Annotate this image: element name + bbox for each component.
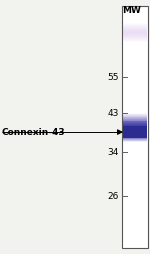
- Text: MW: MW: [122, 6, 141, 14]
- Bar: [123, 116, 147, 117]
- Bar: [123, 118, 147, 119]
- Bar: [123, 132, 147, 133]
- Bar: [123, 27, 147, 28]
- Bar: [123, 36, 147, 37]
- Bar: [123, 123, 147, 124]
- Text: 55: 55: [107, 73, 118, 82]
- Bar: [123, 126, 147, 127]
- Bar: [123, 37, 147, 38]
- Bar: [123, 35, 147, 36]
- Bar: [123, 138, 147, 139]
- Bar: [123, 38, 147, 39]
- Bar: [123, 122, 147, 123]
- Bar: [123, 24, 147, 25]
- Bar: [123, 124, 147, 125]
- Bar: [123, 33, 147, 34]
- Text: 34: 34: [107, 148, 118, 157]
- Text: 26: 26: [107, 192, 118, 201]
- Bar: [123, 135, 147, 136]
- Bar: [123, 115, 147, 116]
- Bar: [123, 39, 147, 40]
- Bar: [123, 121, 147, 122]
- Bar: [123, 140, 147, 141]
- Bar: [123, 120, 147, 121]
- Text: 43: 43: [107, 108, 118, 118]
- Bar: [123, 28, 147, 29]
- Bar: [123, 130, 147, 131]
- Bar: [123, 127, 147, 128]
- Bar: [123, 141, 147, 142]
- Bar: [123, 26, 147, 27]
- Bar: [123, 137, 147, 138]
- Bar: [123, 139, 147, 140]
- Text: Connexin-43: Connexin-43: [2, 128, 65, 137]
- Bar: [123, 131, 147, 132]
- Bar: [123, 41, 147, 42]
- Bar: [123, 25, 147, 26]
- Bar: [123, 119, 147, 120]
- Bar: [123, 133, 147, 134]
- Bar: [123, 129, 147, 130]
- Bar: [123, 117, 147, 118]
- Bar: [123, 31, 147, 32]
- Bar: [123, 40, 147, 41]
- Bar: [123, 136, 147, 137]
- Bar: [123, 128, 147, 129]
- Bar: [123, 134, 147, 135]
- Bar: [123, 114, 147, 115]
- Bar: [123, 30, 147, 31]
- Bar: [123, 34, 147, 35]
- Bar: [123, 113, 147, 114]
- Bar: [122, 6, 148, 248]
- Bar: [123, 29, 147, 30]
- Bar: [123, 125, 147, 126]
